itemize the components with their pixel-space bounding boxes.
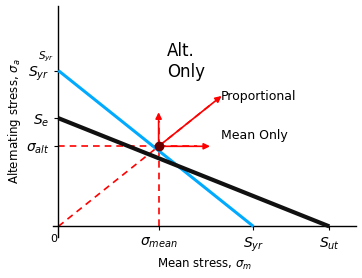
Text: Alt.
Only: Alt. Only [167,42,205,81]
Text: Mean Only: Mean Only [221,129,288,142]
Text: $S_{yr}$: $S_{yr}$ [38,49,54,64]
Y-axis label: Alternating stress, $\sigma_a$: Alternating stress, $\sigma_a$ [6,59,23,184]
Text: Proportional: Proportional [221,90,296,103]
Text: 0: 0 [50,234,57,244]
X-axis label: Mean stress, $\sigma_m$: Mean stress, $\sigma_m$ [157,257,252,272]
